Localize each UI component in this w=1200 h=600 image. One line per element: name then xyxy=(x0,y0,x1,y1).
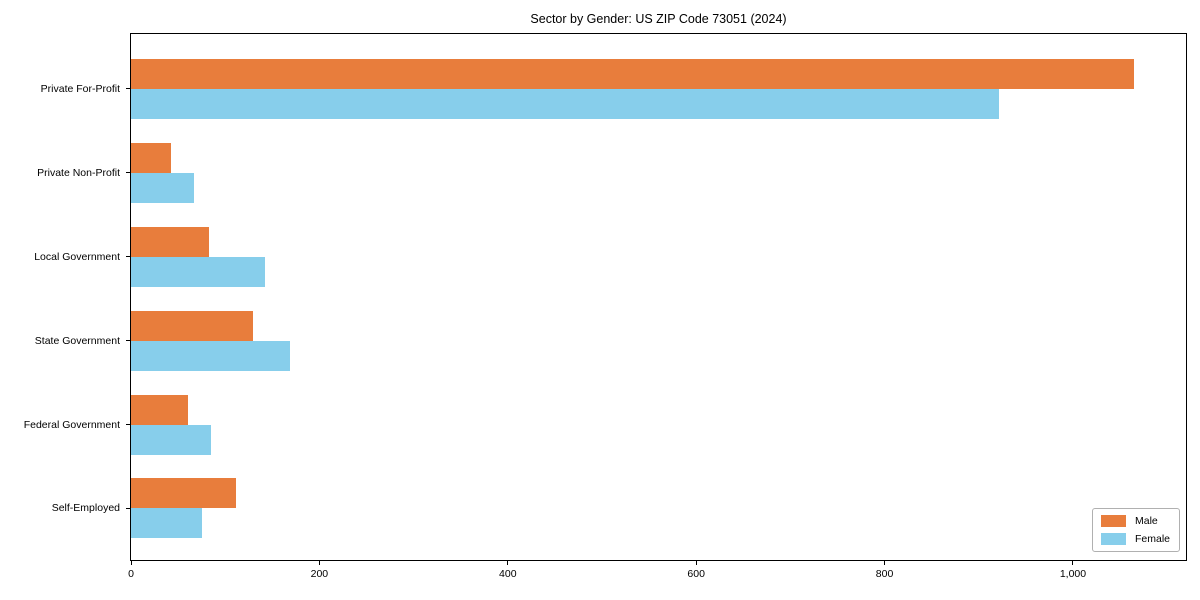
y-tick-mark xyxy=(126,172,130,174)
x-tick-label-200: 200 xyxy=(310,568,329,580)
x-tick-mark xyxy=(130,561,132,565)
x-tick-label-600: 600 xyxy=(687,568,705,580)
legend-swatch-female-icon xyxy=(1100,533,1126,545)
chart-title: Sector by Gender: US ZIP Code 73051 (202… xyxy=(530,12,787,26)
legend-swatch-male-icon xyxy=(1100,515,1126,527)
legend: Male Female xyxy=(1091,508,1180,552)
bar-male-federal-government xyxy=(131,394,188,425)
plot-area: Male Female xyxy=(130,33,1187,561)
bar-female-private-for-profit xyxy=(131,88,1000,119)
y-tick-label-self-employed: Self-Employed xyxy=(51,502,120,515)
bar-male-state-government xyxy=(131,310,254,341)
y-tick-mark xyxy=(126,256,130,258)
y-tick-label-state-government: State Government xyxy=(34,334,120,347)
legend-label-male: Male xyxy=(1134,515,1158,527)
bar-female-local-government xyxy=(131,256,265,287)
y-tick-mark xyxy=(126,340,130,342)
bar-female-self-employed xyxy=(131,508,202,539)
y-tick-label-local-government: Local Government xyxy=(34,250,120,263)
x-tick-mark xyxy=(507,561,509,565)
bar-female-private-non-profit xyxy=(131,172,195,203)
bar-female-federal-government xyxy=(131,424,212,455)
y-tick-label-private-for-profit: Private For-Profit xyxy=(40,82,120,95)
bar-male-self-employed xyxy=(131,478,236,509)
x-tick-label-800: 800 xyxy=(875,568,894,580)
x-tick-mark xyxy=(695,561,697,565)
legend-entry-female: Female xyxy=(1100,533,1170,545)
y-tick-label-private-non-profit: Private Non-Profit xyxy=(37,166,120,179)
x-tick-label-400: 400 xyxy=(499,568,517,580)
bar-male-private-non-profit xyxy=(131,142,171,173)
bar-male-local-government xyxy=(131,226,210,257)
y-tick-mark xyxy=(126,424,130,425)
legend-entry-male: Male xyxy=(1100,515,1170,527)
x-tick-label-1000: 1,000 xyxy=(1059,568,1087,580)
x-tick-mark xyxy=(318,561,320,565)
x-tick-mark xyxy=(1072,561,1074,565)
legend-label-female: Female xyxy=(1134,533,1170,545)
x-tick-label-0: 0 xyxy=(128,568,134,580)
y-tick-mark xyxy=(126,507,130,509)
y-tick-mark xyxy=(126,88,130,90)
x-tick-mark xyxy=(884,561,886,565)
bar-female-state-government xyxy=(131,340,291,371)
bar-male-private-for-profit xyxy=(131,58,1135,89)
y-tick-label-federal-government: Federal Government xyxy=(23,418,120,431)
